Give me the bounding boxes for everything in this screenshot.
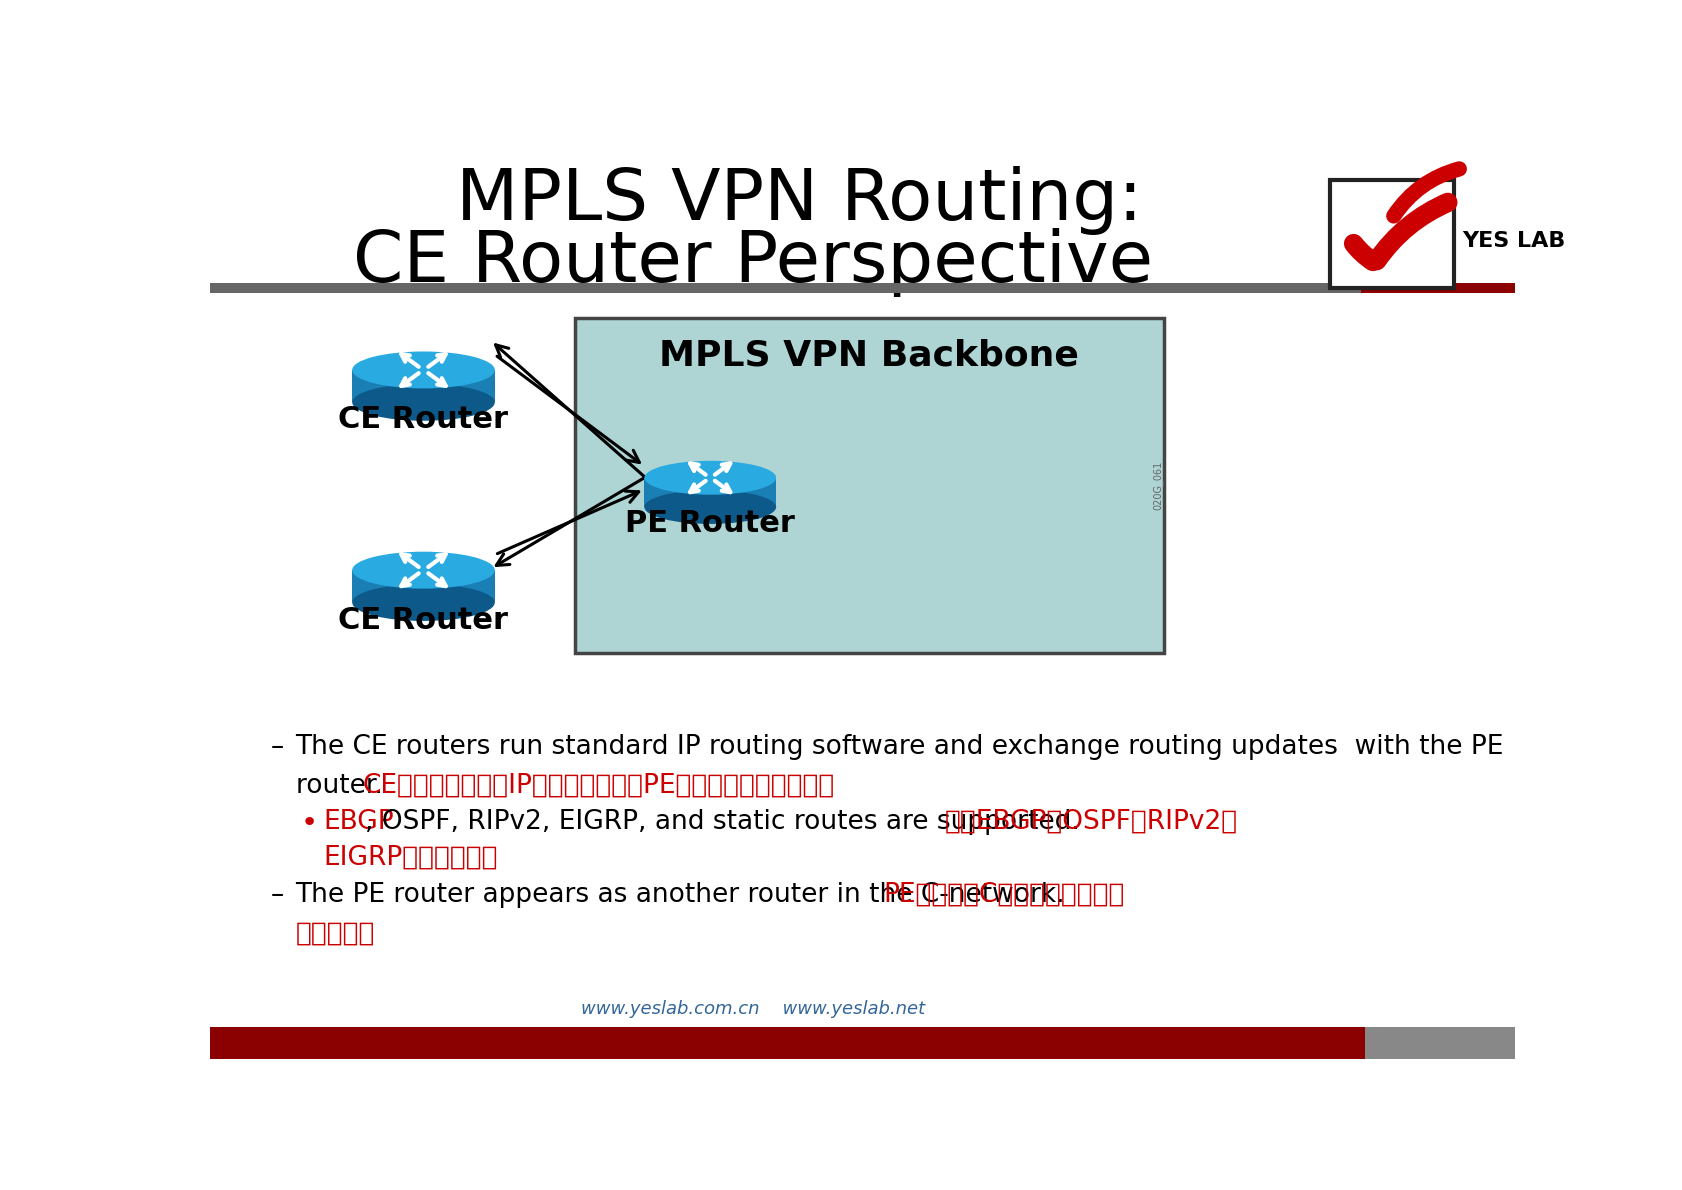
Text: YES LAB: YES LAB bbox=[1462, 231, 1564, 251]
Text: PE路由器在C网络中显示为另一: PE路由器在C网络中显示为另一 bbox=[883, 882, 1124, 908]
Bar bbox=[352, 370, 495, 402]
Text: 020G_061: 020G_061 bbox=[1150, 461, 1162, 511]
Ellipse shape bbox=[644, 461, 775, 495]
Ellipse shape bbox=[352, 584, 495, 621]
Text: www.yeslab.com.cn    www.yeslab.net: www.yeslab.com.cn www.yeslab.net bbox=[580, 1000, 925, 1019]
Text: MPLS VPN Backbone: MPLS VPN Backbone bbox=[659, 338, 1078, 372]
Ellipse shape bbox=[352, 351, 495, 388]
Text: MPLS VPN Routing:: MPLS VPN Routing: bbox=[456, 167, 1142, 236]
Bar bbox=[210, 283, 1361, 293]
Bar bbox=[1364, 1027, 1514, 1059]
Text: 支持EBGP，OSPF，RIPv2，: 支持EBGP，OSPF，RIPv2， bbox=[945, 809, 1238, 835]
Text: CE Router: CE Router bbox=[338, 406, 508, 434]
Bar bbox=[644, 477, 775, 507]
Text: PE Router: PE Router bbox=[626, 509, 794, 538]
Text: CE路由器运行标准IP路由软件，并与PE路由器交换路由更新。: CE路由器运行标准IP路由软件，并与PE路由器交换路由更新。 bbox=[362, 772, 834, 798]
Bar bbox=[1329, 180, 1453, 288]
Text: EBGP: EBGP bbox=[323, 809, 394, 835]
Bar bbox=[1361, 283, 1514, 293]
Text: The PE router appears as another router in the C-network.: The PE router appears as another router … bbox=[296, 882, 1073, 908]
Text: CE Router Perspective: CE Router Perspective bbox=[353, 227, 1152, 296]
Text: –: – bbox=[271, 882, 284, 908]
Ellipse shape bbox=[352, 384, 495, 421]
Text: –: – bbox=[271, 734, 284, 760]
Ellipse shape bbox=[644, 490, 775, 524]
Text: , OSPF, RIPv2, EIGRP, and static routes are supported.: , OSPF, RIPv2, EIGRP, and static routes … bbox=[365, 809, 1080, 835]
Text: The CE routers run standard IP routing software and exchange routing updates  wi: The CE routers run standard IP routing s… bbox=[296, 734, 1504, 760]
Bar bbox=[210, 1027, 1364, 1059]
Text: 个路由器。: 个路由器。 bbox=[296, 921, 375, 946]
Bar bbox=[352, 570, 495, 602]
Text: EIGRP和静态路由。: EIGRP和静态路由。 bbox=[323, 845, 498, 871]
Bar bbox=[574, 319, 1162, 653]
Text: CE Router: CE Router bbox=[338, 606, 508, 634]
Ellipse shape bbox=[352, 552, 495, 589]
Text: router.: router. bbox=[296, 772, 390, 798]
Text: •: • bbox=[299, 809, 318, 837]
